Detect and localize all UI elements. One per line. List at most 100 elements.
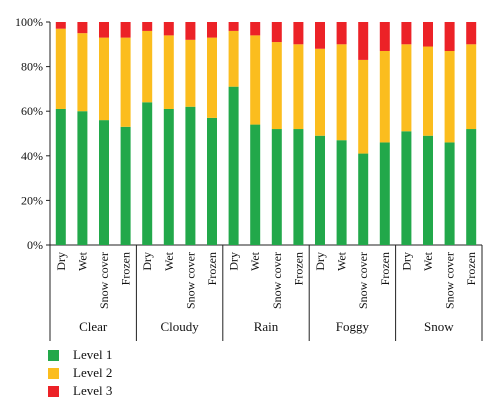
- bar-segment-level-2: [207, 37, 217, 118]
- y-tick-label: 80%: [21, 60, 43, 74]
- bar-segment-level-1: [99, 120, 109, 245]
- bar-segment-level-2: [228, 30, 239, 87]
- y-tick-label: 60%: [21, 104, 43, 118]
- bar-segment-level-1: [315, 135, 325, 245]
- legend: Level 1 Level 2 Level 3: [48, 346, 112, 400]
- bar-segment-level-2: [250, 35, 261, 125]
- x-tick-label: Snow cover: [443, 252, 457, 309]
- legend-swatch-level-3: [48, 385, 59, 397]
- bar-segment-level-2: [379, 50, 390, 143]
- bar-segment-level-3: [207, 22, 217, 38]
- x-tick-label: Snow cover: [356, 252, 370, 309]
- bar-segment-level-1: [444, 142, 455, 245]
- bar-segment-level-1: [401, 131, 412, 245]
- bar-segment-level-1: [163, 108, 174, 245]
- bar-segment-level-3: [379, 22, 390, 51]
- legend-label-level-1: Level 1: [73, 347, 113, 362]
- x-tick-label: Dry: [227, 252, 241, 271]
- bar-segment-level-2: [55, 28, 66, 109]
- group-label: Snow: [424, 319, 454, 334]
- x-tick-label: Wet: [248, 251, 262, 271]
- bar-segment-level-3: [271, 22, 282, 43]
- bar-segment-level-2: [142, 30, 153, 103]
- bar-segment-level-2: [401, 44, 412, 132]
- x-tick-label: Wet: [162, 251, 176, 271]
- bar-segment-level-1: [423, 135, 433, 245]
- bar-segment-level-3: [185, 22, 196, 40]
- bar-segment-level-2: [120, 37, 131, 127]
- legend-item-level-2: Level 2: [48, 364, 112, 382]
- x-tick-label: Wet: [75, 251, 89, 271]
- x-tick-label: Frozen: [119, 252, 133, 285]
- x-tick-label: Wet: [335, 251, 349, 271]
- bar-segment-level-1: [77, 111, 88, 245]
- bar-segment-level-2: [271, 42, 282, 130]
- bar-segment-level-2: [423, 46, 433, 136]
- legend-label-level-3: Level 3: [73, 383, 113, 398]
- x-tick-label: Dry: [54, 252, 68, 271]
- bar-segment-level-3: [77, 22, 88, 34]
- x-tick-label: Snow cover: [270, 252, 284, 309]
- bar-segment-level-1: [228, 86, 239, 245]
- bar-segment-level-3: [250, 22, 261, 36]
- bar-segment-level-2: [77, 33, 88, 112]
- bar-segment-level-2: [293, 44, 304, 130]
- bar-segment-level-1: [142, 102, 153, 245]
- bar-segment-level-2: [163, 35, 174, 109]
- legend-swatch-level-2: [48, 367, 59, 379]
- bar-segment-level-2: [336, 44, 347, 141]
- bar-segment-level-3: [315, 22, 325, 49]
- x-tick-label: Frozen: [205, 252, 219, 285]
- legend-item-level-3: Level 3: [48, 382, 112, 400]
- bar-segment-level-1: [55, 108, 66, 245]
- bar-segment-level-2: [99, 37, 109, 121]
- bar-segment-level-1: [466, 129, 477, 245]
- group-label: Rain: [254, 319, 279, 334]
- x-tick-label: Dry: [399, 252, 413, 271]
- x-tick-label: Frozen: [378, 252, 392, 285]
- y-tick-label: 100%: [15, 15, 43, 29]
- legend-swatch-level-1: [48, 349, 59, 361]
- group-label: Clear: [79, 319, 108, 334]
- bar-segment-level-2: [444, 50, 455, 143]
- bar-segment-level-1: [207, 117, 217, 245]
- bar-segment-level-3: [142, 22, 153, 31]
- bar-segment-level-1: [358, 153, 369, 245]
- bar-segment-level-1: [379, 142, 390, 245]
- bar-segment-level-1: [336, 140, 347, 245]
- legend-item-level-1: Level 1: [48, 346, 112, 364]
- x-tick-label: Snow cover: [97, 252, 111, 309]
- bar-segment-level-3: [293, 22, 304, 45]
- bar-segment-level-3: [358, 22, 369, 60]
- bar-segment-level-1: [271, 129, 282, 245]
- group-label: Cloudy: [160, 319, 199, 334]
- legend-label-level-2: Level 2: [73, 365, 113, 380]
- bar-segment-level-3: [163, 22, 174, 36]
- bar-segment-level-1: [185, 106, 196, 246]
- x-tick-label: Dry: [313, 252, 327, 271]
- bar-segment-level-3: [99, 22, 109, 38]
- bar-segment-level-3: [55, 22, 66, 29]
- bar-segment-level-3: [336, 22, 347, 45]
- y-tick-label: 0%: [27, 238, 43, 252]
- bar-segment-level-3: [228, 22, 239, 31]
- bar-segment-level-2: [466, 44, 477, 130]
- x-tick-label: Frozen: [464, 252, 478, 285]
- bar-segment-level-3: [444, 22, 455, 51]
- bar-segment-level-2: [358, 59, 369, 154]
- bar-segment-level-1: [293, 129, 304, 245]
- group-label: Foggy: [336, 319, 370, 334]
- x-tick-label: Frozen: [291, 252, 305, 285]
- bar-segment-level-2: [185, 39, 196, 107]
- x-tick-label: Wet: [421, 251, 435, 271]
- x-tick-label: Dry: [140, 252, 154, 271]
- bar-segment-level-3: [401, 22, 412, 45]
- y-tick-label: 20%: [21, 193, 43, 207]
- bar-segment-level-1: [120, 126, 131, 245]
- bar-segment-level-2: [315, 48, 325, 136]
- bar-segment-level-3: [423, 22, 433, 47]
- bar-segment-level-3: [466, 22, 477, 45]
- x-tick-label: Snow cover: [183, 252, 197, 309]
- bar-segment-level-1: [250, 124, 261, 245]
